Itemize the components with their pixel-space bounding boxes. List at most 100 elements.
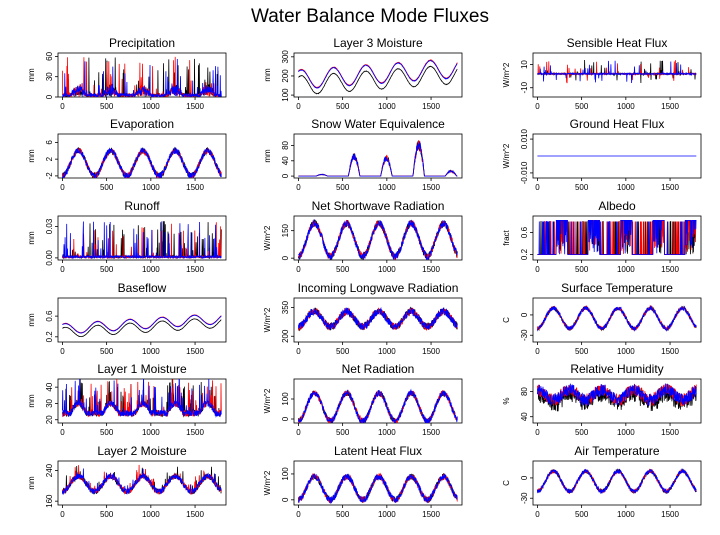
x-tick-label: 1500: [422, 102, 440, 111]
panel-layer1_moisture: Layer 1 Moisture mm 20 30 40 0 500 1000 1500: [27, 362, 227, 437]
x-tick-label: 1500: [186, 347, 204, 356]
x-tick-label: 1000: [378, 265, 396, 274]
y-axis-label: W/m^2: [263, 388, 272, 413]
x-tick-label: 0: [60, 428, 65, 437]
y-tick-label: 60: [45, 51, 54, 60]
y-axis-label: mm: [27, 394, 36, 408]
x-tick-label: 500: [575, 428, 589, 437]
y-tick-label: 0.2: [520, 248, 529, 260]
y-axis-label: W/m^2: [263, 470, 272, 495]
series-blue: [537, 305, 697, 332]
x-tick-label: 1000: [617, 428, 635, 437]
x-tick-label: 0: [535, 183, 540, 192]
x-tick-label: 0: [535, 347, 540, 356]
panel-title: Latent Heat Flux: [334, 444, 422, 458]
plot-frame: [57, 378, 227, 424]
series-blue: [298, 60, 458, 89]
y-axis-label: mm: [27, 149, 36, 163]
panel-layer2_moisture: Layer 2 Moisture mm 160 240 0 500 1000 1500: [27, 444, 227, 519]
x-tick-label: 500: [336, 347, 350, 356]
y-tick-label: 0.6: [520, 226, 529, 238]
y-axis-label: mm: [27, 231, 36, 245]
y-axis-label: fract: [502, 229, 511, 245]
x-tick-label: 500: [336, 183, 350, 192]
y-tick-label: 6: [45, 140, 54, 145]
panel-title: Net Radiation: [342, 362, 415, 376]
panel-snow_water_equivalence: Snow Water Equivalence mm 0 40 80 0 500 1000 150…: [263, 117, 463, 192]
x-tick-label: 1500: [422, 428, 440, 437]
panel-title: Surface Temperature: [561, 281, 673, 295]
plot-frame: [293, 133, 463, 179]
series-blue: [537, 468, 697, 495]
x-tick-label: 0: [296, 183, 301, 192]
panel-title: Net Shortwave Radiation: [312, 199, 445, 213]
x-tick-label: 500: [100, 102, 114, 111]
series-blue: [298, 473, 458, 504]
panel-evaporation: Evaporation mm -2 2 6 0 500 1000 1500: [27, 117, 227, 192]
x-tick-label: 500: [575, 510, 589, 519]
y-tick-label: 160: [45, 494, 54, 508]
x-tick-label: 1500: [422, 347, 440, 356]
x-tick-label: 1500: [186, 510, 204, 519]
plot-frame: [293, 297, 463, 343]
y-tick-label: 0.2: [45, 331, 54, 343]
y-axis-label: mm: [263, 149, 272, 163]
plot-frame: [293, 378, 463, 424]
x-tick-label: 1000: [142, 183, 160, 192]
x-tick-label: 1000: [142, 428, 160, 437]
panel-relative_humidity: Relative Humidity% 40 80 0 500 1000 1500: [502, 362, 702, 437]
y-tick-label: 0: [520, 475, 529, 480]
x-tick-label: 1000: [617, 510, 635, 519]
panel-title: Precipitation: [109, 36, 175, 50]
panel-layer3_moisture: Layer 3 Moisture mm 100 200 300 0 500 1000 1500: [263, 36, 463, 111]
x-tick-label: 500: [100, 510, 114, 519]
series-blue: [62, 468, 222, 496]
series-black: [537, 59, 697, 84]
plot-frame: [293, 52, 463, 98]
x-tick-label: 1000: [142, 102, 160, 111]
series-black: [62, 318, 222, 338]
x-tick-label: 0: [296, 510, 301, 519]
y-axis-label: W/m^2: [502, 143, 511, 168]
panel-title: Incoming Longwave Radiation: [298, 281, 459, 295]
x-tick-label: 1000: [378, 183, 396, 192]
panel-title: Relative Humidity: [570, 362, 663, 376]
y-tick-label: 0.010: [520, 129, 529, 150]
series-blue: [298, 388, 458, 423]
panel-title: Air Temperature: [574, 444, 659, 458]
y-tick-label: 0: [281, 416, 290, 421]
x-tick-label: 500: [575, 102, 589, 111]
panel-surface_temperature: Surface Temperature C -30 0 0 500 1000 1500: [502, 281, 702, 356]
y-tick-label: 150: [281, 223, 290, 237]
series-black: [298, 140, 458, 177]
x-tick-label: 0: [60, 510, 65, 519]
x-tick-label: 1000: [378, 102, 396, 111]
x-tick-label: 1500: [661, 265, 679, 274]
x-tick-label: 500: [575, 183, 589, 192]
plot-frame: [57, 133, 227, 179]
x-tick-label: 500: [100, 347, 114, 356]
panel-incoming_longwave_radiation: Incoming Longwave Radiation W/m^2 200 350 0 5…: [263, 281, 463, 356]
y-tick-label: 40: [45, 382, 54, 391]
series-blue: [298, 306, 458, 330]
y-tick-label: 0.03: [45, 218, 54, 234]
y-axis-label: W/m^2: [263, 307, 272, 332]
panel-title: Snow Water Equivalence: [311, 117, 445, 131]
y-axis-label: W/m^2: [263, 225, 272, 250]
x-tick-label: 1000: [617, 102, 635, 111]
x-tick-label: 1000: [617, 265, 635, 274]
x-tick-label: 1500: [422, 183, 440, 192]
y-tick-label: 10: [520, 60, 529, 69]
y-tick-label: 100: [281, 88, 290, 102]
y-axis-label: C: [502, 480, 511, 486]
y-tick-label: 30: [45, 72, 54, 81]
y-tick-label: 0: [281, 497, 290, 502]
series-red: [298, 140, 458, 177]
panel-title: Evaporation: [110, 117, 174, 131]
panel-title: Baseflow: [118, 281, 167, 295]
x-tick-label: 500: [336, 510, 350, 519]
series-black: [298, 65, 458, 95]
y-tick-label: 80: [520, 387, 529, 396]
